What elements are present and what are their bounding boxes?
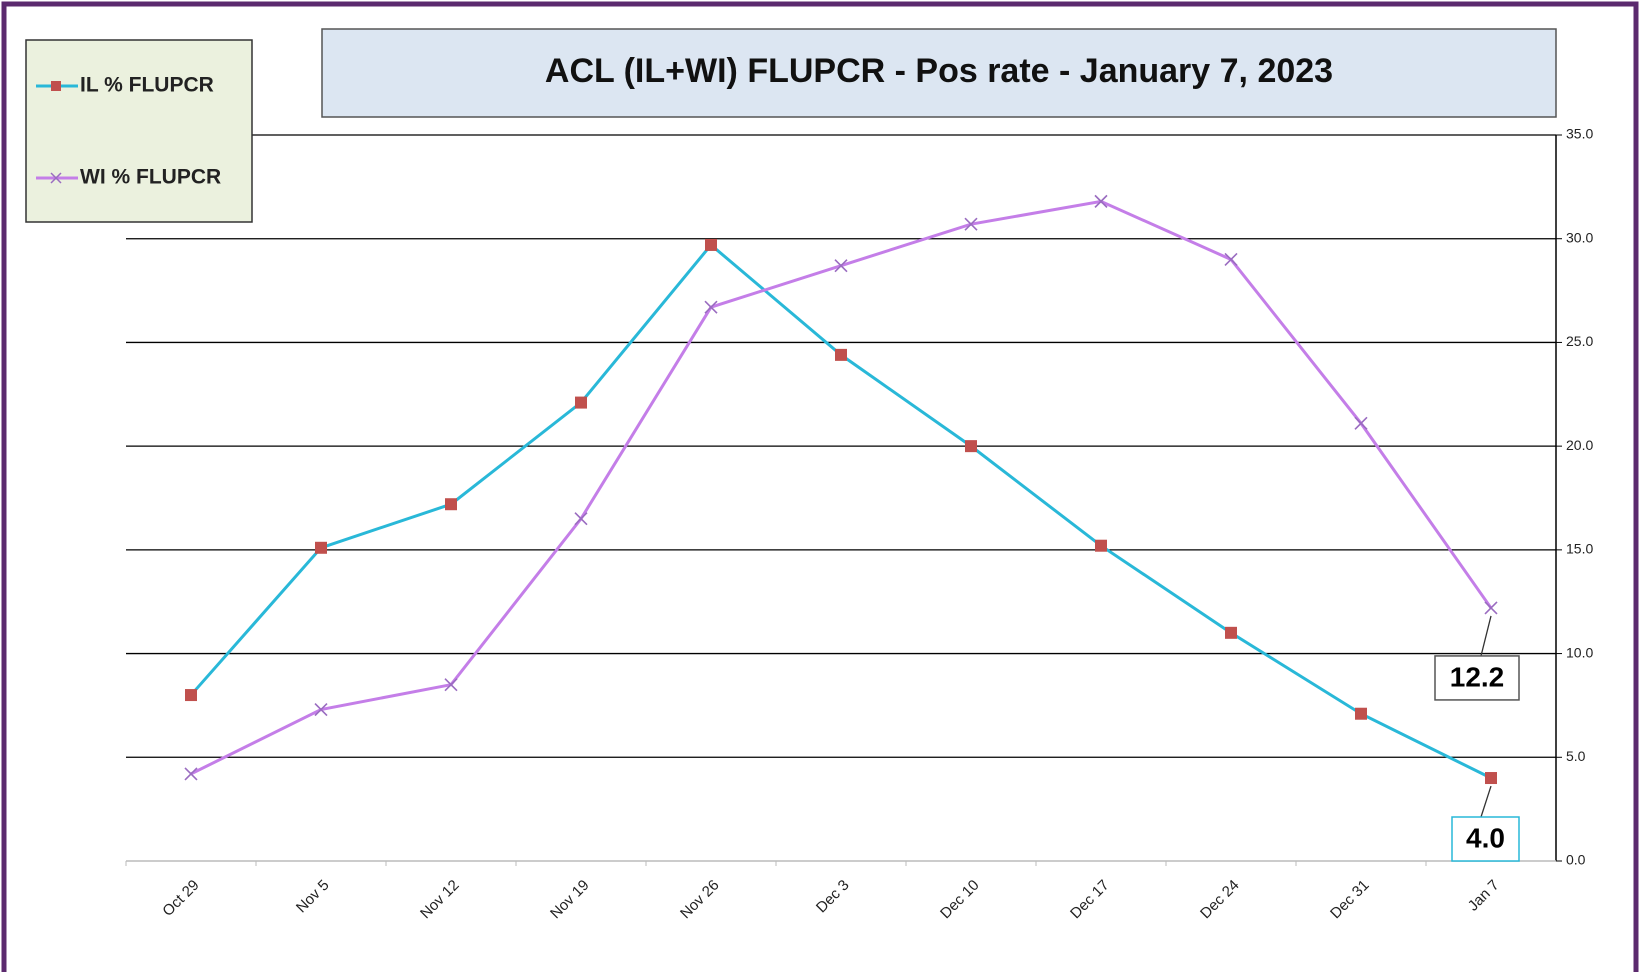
data-point	[314, 703, 328, 717]
data-point-x	[834, 259, 848, 273]
legend-label: WI % FLUPCR	[80, 166, 221, 189]
data-point	[184, 767, 198, 781]
y-tick-label: 25.0	[1566, 333, 1593, 349]
legend-box	[25, 39, 253, 223]
data-point	[834, 259, 848, 273]
data-point	[315, 541, 327, 554]
y-tick-label: 5.0	[1566, 748, 1586, 764]
data-point	[1485, 772, 1497, 785]
legend-marker	[50, 172, 62, 184]
title-box	[321, 28, 1557, 118]
data-point-x	[314, 703, 328, 717]
data-point-x	[1484, 601, 1498, 615]
y-tick-label: 30.0	[1566, 229, 1593, 245]
chart-title: ACL (IL+WI) FLUPCR - Pos rate - January …	[545, 52, 1333, 90]
legend-marker	[51, 81, 61, 91]
y-tick-label: 10.0	[1566, 644, 1593, 660]
data-point	[575, 396, 587, 409]
legend-label: IL % FLUPCR	[80, 74, 214, 97]
data-point	[445, 498, 457, 511]
data-point-x	[444, 678, 458, 692]
data-point	[185, 689, 197, 702]
data-point	[835, 348, 847, 361]
data-point-x	[1354, 416, 1368, 430]
data-point	[965, 440, 977, 453]
data-point	[704, 300, 718, 314]
data-point	[1484, 601, 1498, 615]
data-point	[1225, 626, 1237, 639]
data-point-x	[704, 300, 718, 314]
data-point-x	[1094, 194, 1108, 208]
data-point	[1355, 707, 1367, 720]
value-label-box	[1451, 816, 1520, 862]
value-label-box	[1434, 655, 1520, 701]
data-point	[444, 678, 458, 692]
y-tick-label: 15.0	[1566, 541, 1593, 557]
data-point-x	[1224, 252, 1238, 267]
data-point-x	[184, 767, 198, 781]
value-label: 4.0	[1466, 822, 1505, 853]
label-leader	[1480, 785, 1492, 818]
data-point	[574, 512, 588, 526]
data-point-x	[964, 217, 978, 231]
y-tick-label: 20.0	[1566, 437, 1593, 453]
value-label: 12.2	[1450, 661, 1505, 692]
data-point	[705, 238, 717, 251]
y-tick-label: 35.0	[1566, 126, 1593, 142]
data-point	[1354, 416, 1368, 430]
data-point	[1224, 252, 1238, 267]
data-point	[964, 217, 978, 231]
label-leader	[1480, 615, 1492, 657]
data-point	[1095, 539, 1107, 552]
y-tick-label: 0.0	[1566, 852, 1586, 868]
data-point-x	[574, 512, 588, 526]
data-point	[1094, 194, 1108, 208]
